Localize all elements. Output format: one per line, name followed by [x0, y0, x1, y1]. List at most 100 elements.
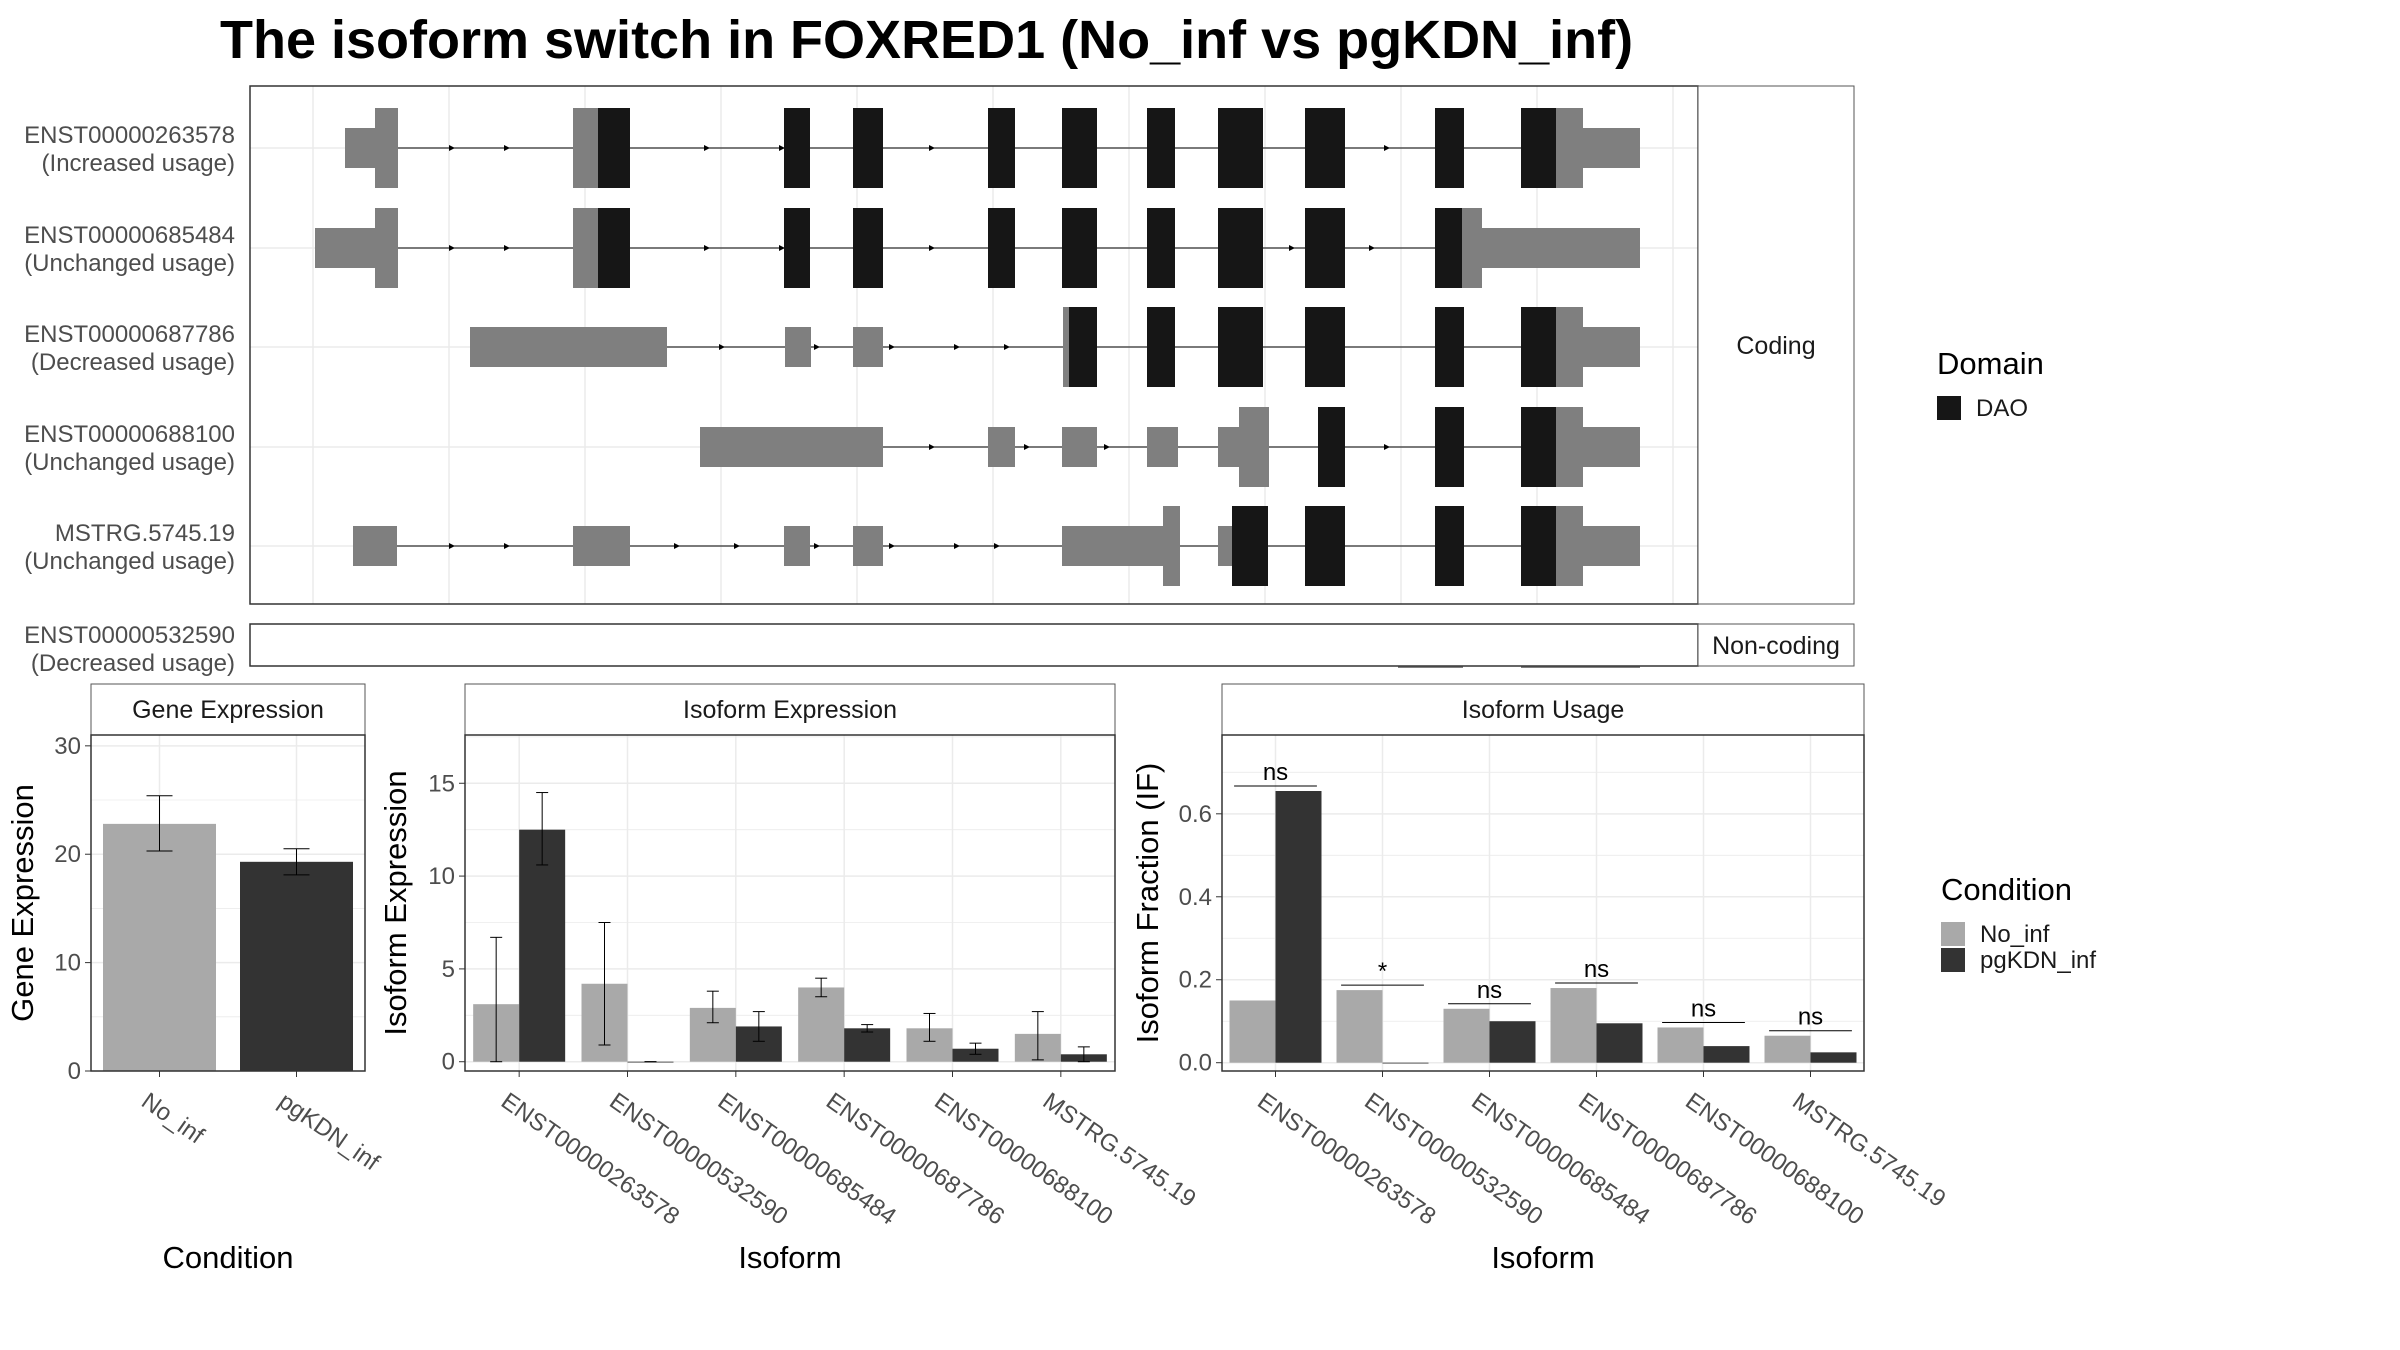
domain-legend-label-dao: DAO: [1976, 395, 2028, 422]
strand-arrow: [1369, 245, 1375, 251]
dao-domain-block: [784, 108, 810, 188]
exon-block: [375, 208, 398, 288]
domain-legend: Domain DAO: [1937, 346, 2044, 422]
y-tick-label: 0.4: [1179, 884, 1212, 911]
exon-block: [1583, 526, 1640, 566]
dao-domain-block: [1147, 108, 1175, 188]
strand-arrow: [1289, 245, 1295, 251]
transcript-id-label: ENST00000685484: [24, 222, 235, 249]
gene-expression-plot: 0 10 20 30 No_inf pgKDN_inf: [54, 733, 384, 1177]
transcript-track: [345, 108, 1640, 188]
transcript-labels: ENST00000263578(Increased usage) ENST0000…: [24, 122, 235, 677]
exon-block: [1062, 427, 1097, 467]
transcript-usage-label: (Decreased usage): [31, 349, 235, 376]
bar: [1596, 1023, 1643, 1063]
strand-arrow: [954, 543, 960, 549]
dao-domain-block: [598, 108, 630, 188]
bar: [519, 829, 566, 1062]
strand-arrow: [504, 245, 510, 251]
condition-legend-label-pgkdn-inf: pgKDN_inf: [1980, 947, 2096, 974]
isoform-expression-plot: 051015ENST00000263578ENST00000532590ENST…: [428, 735, 1201, 1231]
significance-label: *: [1378, 958, 1387, 985]
gene-expression-panel: Gene Expression 0 10 20 30 No_inf pgKDN_inf G…: [5, 683, 384, 1275]
transcript-track: [353, 506, 1640, 586]
exon-block: [1062, 526, 1163, 566]
strand-arrow: [1024, 444, 1030, 450]
exon-block: [573, 108, 598, 188]
condition-legend-label-no-inf: No_inf: [1980, 921, 2050, 948]
gene-expression-strip: [90, 683, 366, 736]
dao-domain-block: [1218, 108, 1263, 188]
exon-block: [1239, 407, 1269, 487]
y-tick-label: 0.0: [1179, 1050, 1212, 1077]
strand-arrow: [1104, 444, 1110, 450]
transcript-usage-label: (Decreased usage): [31, 650, 235, 677]
y-tick-label: 10: [54, 950, 81, 977]
y-tick-label: 0.6: [1179, 801, 1212, 828]
exon-block: [573, 526, 630, 566]
dao-domain-block: [1305, 506, 1345, 586]
strand-arrow: [449, 245, 455, 251]
exon-block: [853, 526, 883, 566]
condition-legend-title: Condition: [1941, 872, 2072, 907]
strand-arrow: [504, 145, 510, 151]
strand-arrow: [449, 543, 455, 549]
dao-domain-block: [598, 208, 630, 288]
exon-block: [345, 128, 375, 168]
bar: [240, 861, 353, 1071]
x-tick-label: ENST00000687786: [1573, 1088, 1761, 1231]
dao-domain-block: [1305, 208, 1345, 288]
y-tick-label: 30: [54, 733, 81, 760]
transcript-track: [700, 407, 1640, 487]
dao-domain-block: [1435, 407, 1464, 487]
exon-block: [1147, 427, 1178, 467]
gene-expression-plot-border: [90, 734, 366, 1072]
isoform-usage-y-title: Isoform Fraction (IF): [1130, 763, 1165, 1044]
bar: [1550, 988, 1597, 1063]
bar: [1657, 1027, 1704, 1063]
exon-block: [853, 327, 883, 367]
exon-block: [1218, 526, 1232, 566]
dao-domain-block: [1435, 108, 1464, 188]
bar: [952, 1048, 999, 1062]
exon-block: [784, 526, 810, 566]
x-tick-label: ENST00000263578: [496, 1088, 684, 1231]
coding-facet-strip: [1697, 85, 1855, 605]
y-tick-label: 0: [68, 1058, 81, 1085]
exon-block: [988, 427, 1015, 467]
dao-domain-block: [988, 108, 1015, 188]
dao-domain-block: [1062, 208, 1097, 288]
isoform-expression-strip: [464, 683, 1116, 736]
significance-label: ns: [1584, 956, 1609, 983]
isoform-usage-panel: Isoform Usage ns * ns ns ns ns 0.0 0.2 0.4 0.6 ENS…: [1130, 683, 1950, 1275]
isoform-expression-x-title: Isoform: [738, 1240, 841, 1275]
significance-label: ns: [1263, 759, 1288, 786]
transcript-id-label: ENST00000688100: [24, 421, 235, 448]
dao-domain-block: [1305, 108, 1345, 188]
isoform-usage-strip-title: Isoform Usage: [1462, 696, 1625, 724]
dao-domain-block: [1147, 307, 1175, 387]
dao-domain-block: [988, 208, 1015, 288]
dao-domain-block: [1305, 307, 1345, 387]
exon-block: [353, 526, 397, 566]
bar: [1229, 1000, 1276, 1063]
coding-panel-background: [250, 86, 1698, 604]
bar: [844, 1028, 891, 1062]
isoform-usage-x-title: Isoform: [1491, 1240, 1594, 1275]
strand-arrow: [814, 543, 820, 549]
transcript-id-label: MSTRG.5745.19: [55, 520, 235, 547]
dao-domain-block: [1232, 506, 1268, 586]
dao-domain-block: [1147, 208, 1175, 288]
x-tick-label: No_inf: [136, 1088, 209, 1150]
noncoding-panel-background: [250, 624, 1698, 666]
strand-arrow: [889, 543, 895, 549]
dao-domain-block: [1521, 108, 1556, 188]
strand-arrow: [1384, 145, 1390, 151]
significance-label: ns: [1798, 1004, 1823, 1031]
x-tick-label: pgKDN_inf: [273, 1088, 384, 1177]
strand-arrow: [734, 543, 740, 549]
coding-facet-label: Coding: [1736, 332, 1815, 360]
dao-domain-block: [1521, 407, 1556, 487]
strand-arrow: [674, 543, 680, 549]
